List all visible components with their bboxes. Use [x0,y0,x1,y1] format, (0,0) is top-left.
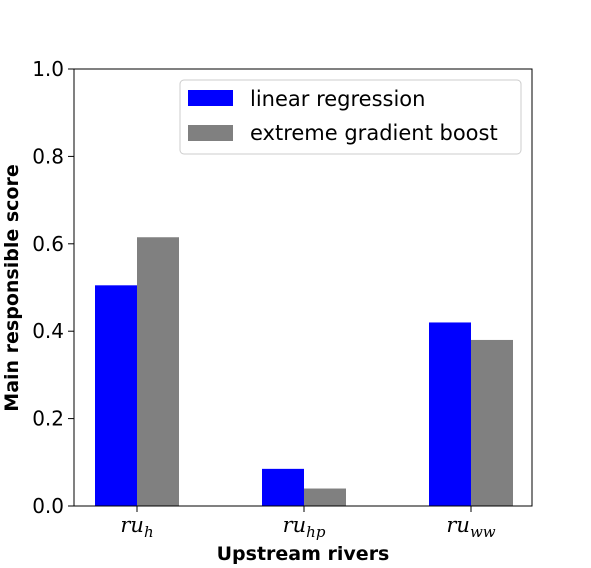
y-tick-label: 0.8 [32,144,64,168]
plot-frame [73,68,533,507]
legend-swatch-extreme-gradient-boost [188,125,233,141]
x-tick-label: ruhp [283,513,326,541]
bar-linear-regression-0 [95,285,137,506]
bars-group [95,237,513,506]
y-tick-label: 0.6 [32,232,64,256]
legend: linear regression extreme gradient boost [179,79,522,155]
x-axis: ruh ruhp ruww [120,506,496,541]
bar-extreme-gradient-boost-0 [137,237,179,506]
x-tick-label-base: ru [283,513,307,537]
bar-extreme-gradient-boost-1 [304,488,346,506]
x-tick-label: ruh [120,513,153,541]
y-axis: 0.0 0.2 0.4 0.6 0.8 1.0 [32,57,74,518]
x-tick-label-base: ru [120,513,144,537]
bar-extreme-gradient-boost-2 [471,339,513,506]
y-tick-label: 0.0 [32,494,64,518]
y-tick-label: 0.2 [32,407,64,431]
bar-linear-regression-2 [429,322,471,506]
y-axis-title: Main responsible score [1,164,23,411]
legend-label-linear-regression: linear regression [250,87,425,111]
bar-linear-regression-1 [262,468,304,506]
legend-label-extreme-gradient-boost: extreme gradient boost [250,121,498,145]
x-tick-label-subscript: ww [470,523,496,541]
y-tick-label: 0.4 [32,319,64,343]
x-tick-label: ruww [446,513,495,541]
x-axis-title: Upstream rivers [217,543,390,565]
x-tick-label-subscript: hp [306,523,326,541]
y-tick-label: 1.0 [32,57,64,81]
legend-swatch-linear-regression [188,90,233,106]
x-tick-label-base: ru [446,513,470,537]
x-tick-label-subscript: h [144,523,154,541]
legend-box [179,79,522,155]
